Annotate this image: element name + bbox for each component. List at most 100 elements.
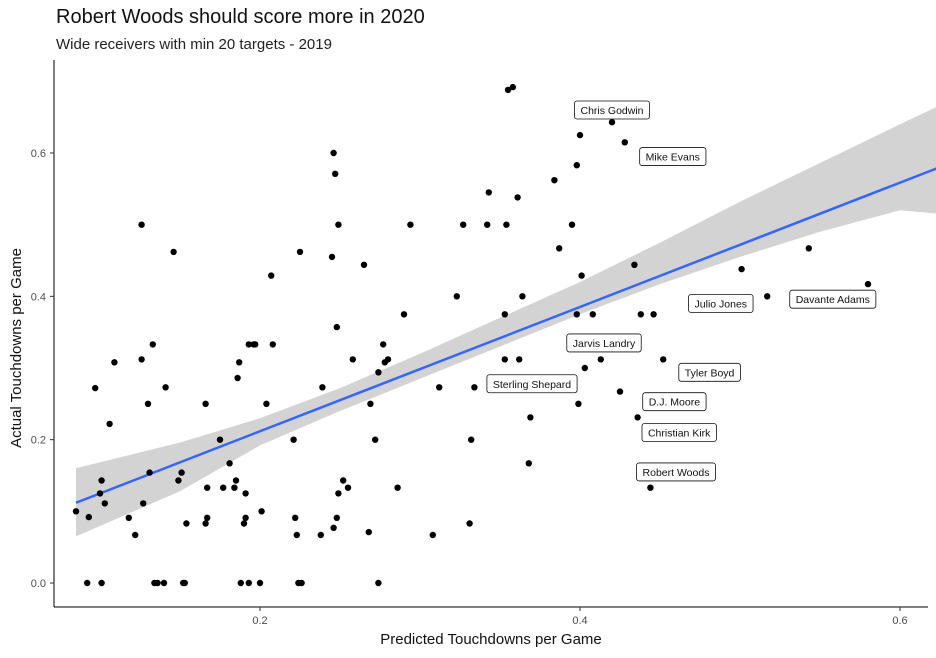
- data-point: [631, 261, 638, 268]
- annotation-text: Mike Evans: [646, 152, 700, 164]
- annotation-label: Davante Adams: [789, 289, 877, 309]
- data-point: [805, 245, 812, 252]
- data-point: [551, 177, 558, 184]
- x-axis-title: Predicted Touchdowns per Game: [380, 631, 602, 648]
- data-point: [268, 272, 275, 279]
- data-point: [175, 477, 182, 484]
- data-point: [96, 490, 104, 497]
- data-point: [453, 293, 460, 300]
- annotation-label: Sterling Shepard: [486, 374, 578, 394]
- annotation-text: Jarvis Landry: [573, 338, 636, 350]
- data-point: [292, 514, 299, 521]
- data-point: [367, 400, 374, 407]
- data-point: [138, 221, 145, 228]
- data-point: [509, 83, 516, 91]
- data-point: [335, 221, 342, 228]
- data-point: [608, 119, 616, 126]
- data-point: [183, 520, 190, 527]
- data-point: [568, 221, 576, 228]
- data-point: [240, 520, 248, 527]
- annotation-label: D.J. Moore: [642, 392, 707, 412]
- data-point: [226, 460, 233, 467]
- data-point: [501, 311, 508, 318]
- annotation-label: Mike Evans: [639, 147, 707, 166]
- data-point: [516, 356, 523, 363]
- data-point: [296, 248, 304, 256]
- data-point: [85, 513, 93, 521]
- data-point: [170, 248, 177, 256]
- data-point: [245, 341, 252, 348]
- data-point: [178, 469, 185, 476]
- data-point: [573, 311, 580, 318]
- data-point: [140, 500, 147, 507]
- data-point: [98, 579, 105, 587]
- annotation-text: Davante Adams: [796, 294, 870, 306]
- data-point: [484, 221, 491, 228]
- data-point: [144, 400, 152, 407]
- data-point: [460, 221, 467, 228]
- data-point: [333, 514, 340, 521]
- data-point: [501, 356, 508, 363]
- data-point: [578, 272, 585, 279]
- data-point: [503, 221, 510, 228]
- data-point: [576, 131, 584, 139]
- annotation-text: Julio Jones: [695, 299, 748, 311]
- data-point: [394, 484, 401, 491]
- data-point: [72, 508, 80, 515]
- annotation-text: Tyler Boyd: [685, 367, 735, 379]
- data-point: [263, 400, 270, 407]
- data-point: [738, 265, 745, 273]
- data-point: [589, 311, 596, 318]
- confidence-band: [76, 107, 936, 537]
- annotation-box: [639, 147, 707, 166]
- data-point: [764, 293, 771, 300]
- annotation-box: [678, 362, 741, 382]
- data-point: [256, 579, 264, 587]
- x-tick-label: 0.2: [252, 615, 267, 627]
- data-point: [365, 528, 372, 536]
- annotation-box: [642, 392, 707, 412]
- annotation-text: Robert Woods: [643, 467, 710, 479]
- data-point: [98, 477, 105, 484]
- data-point: [242, 514, 249, 521]
- data-point: [637, 311, 644, 318]
- data-point: [384, 356, 392, 363]
- data-point: [160, 579, 168, 587]
- data-point: [216, 436, 224, 443]
- annotation-label: Tyler Boyd: [678, 362, 741, 382]
- annotation-text: Christian Kirk: [648, 428, 711, 440]
- data-point: [471, 384, 478, 391]
- data-point: [204, 514, 211, 521]
- trend-line: [75, 167, 936, 504]
- annotation-label: Robert Woods: [636, 462, 716, 482]
- data-point: [436, 384, 443, 391]
- axis-ticks-layer: 0.2 0.4 0.6 0.0 0.2 0.4 0.6: [31, 148, 908, 627]
- data-point: [485, 189, 492, 196]
- data-point: [132, 531, 139, 539]
- x-tick-label: 0.4: [572, 615, 587, 627]
- data-point: [333, 323, 340, 331]
- data-point: [400, 311, 408, 318]
- data-point: [581, 364, 588, 372]
- data-point: [231, 484, 238, 491]
- data-point: [556, 245, 563, 252]
- annotation-text: Chris Godwin: [580, 105, 643, 117]
- y-tick-label: 0.2: [31, 435, 46, 447]
- data-point: [429, 531, 436, 539]
- data-point: [332, 170, 339, 177]
- data-point: [319, 384, 326, 391]
- data-point: [234, 374, 241, 382]
- data-point: [181, 579, 188, 587]
- data-point: [293, 531, 300, 539]
- annotation-text: Sterling Shepard: [493, 379, 571, 391]
- data-point: [232, 477, 240, 484]
- data-point: [106, 420, 113, 428]
- chart-subtitle: Wide receivers with min 20 targets - 201…: [56, 36, 332, 53]
- y-axis-title: Actual Touchdowns per Game: [8, 248, 25, 448]
- data-point: [146, 469, 153, 476]
- data-point: [269, 341, 276, 348]
- data-point: [466, 520, 473, 527]
- data-point: [660, 356, 667, 363]
- data-point: [360, 261, 368, 268]
- annotation-box: [566, 333, 642, 353]
